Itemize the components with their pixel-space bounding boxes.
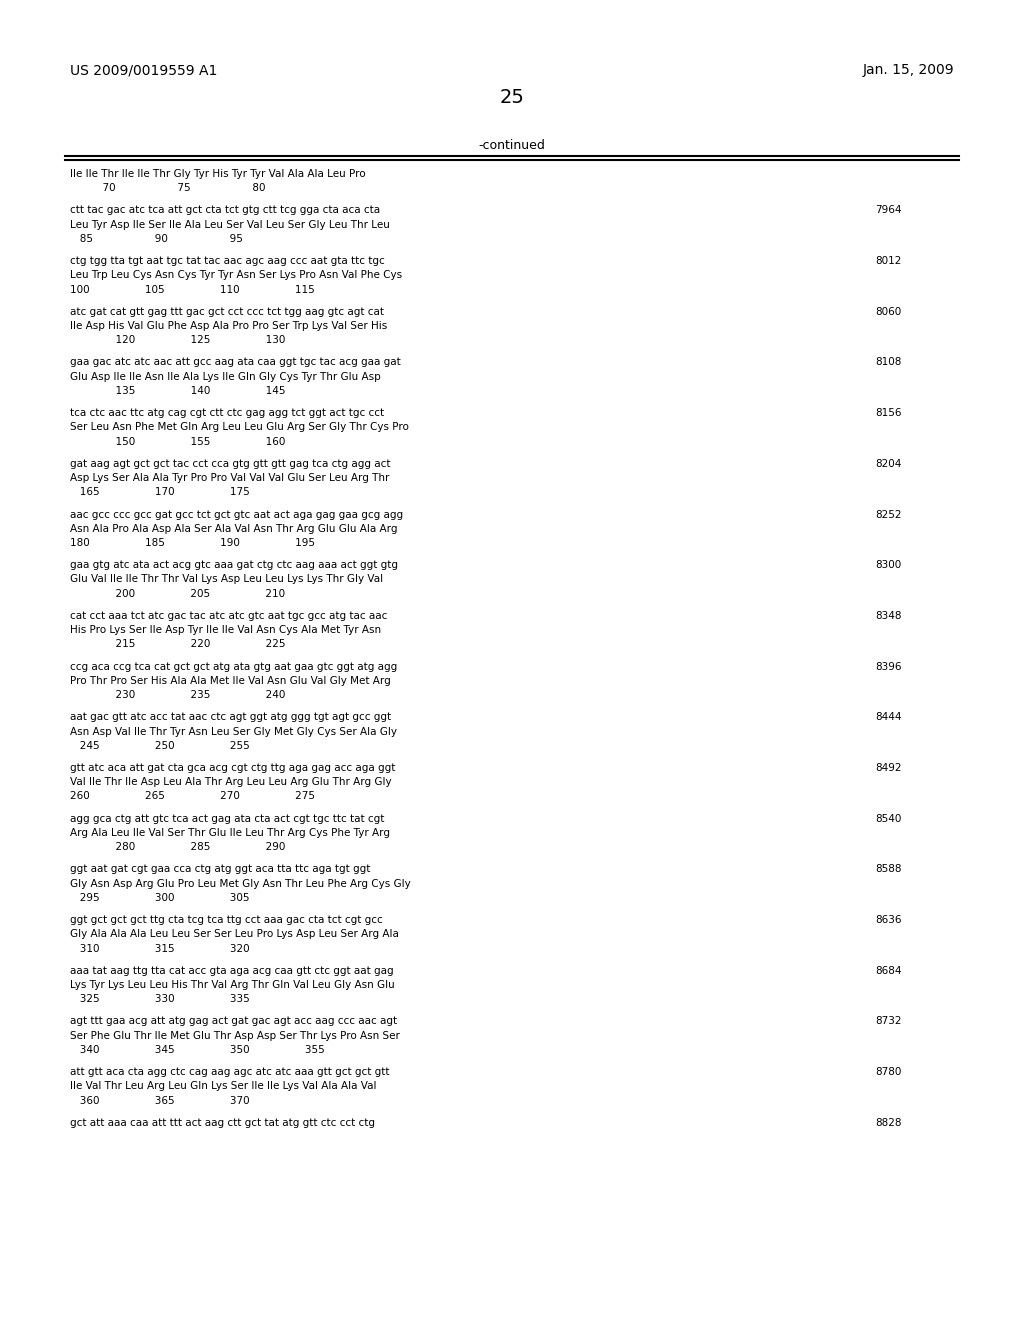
- Text: 8204: 8204: [876, 459, 902, 469]
- Text: Val Ile Thr Ile Asp Leu Ala Thr Arg Leu Leu Arg Glu Thr Arg Gly: Val Ile Thr Ile Asp Leu Ala Thr Arg Leu …: [70, 777, 391, 787]
- Text: 8348: 8348: [876, 611, 902, 620]
- Text: aaa tat aag ttg tta cat acc gta aga acg caa gtt ctc ggt aat gag: aaa tat aag ttg tta cat acc gta aga acg …: [70, 966, 393, 975]
- Text: Ile Val Thr Leu Arg Leu Gln Lys Ser Ile Ile Lys Val Ala Ala Val: Ile Val Thr Leu Arg Leu Gln Lys Ser Ile …: [70, 1081, 376, 1092]
- Text: agg gca ctg att gtc tca act gag ata cta act cgt tgc ttc tat cgt: agg gca ctg att gtc tca act gag ata cta …: [70, 813, 384, 824]
- Text: cat cct aaa tct atc gac tac atc atc gtc aat tgc gcc atg tac aac: cat cct aaa tct atc gac tac atc atc gtc …: [70, 611, 387, 620]
- Text: 340                 345                 350                 355: 340 345 350 355: [70, 1045, 325, 1055]
- Text: tca ctc aac ttc atg cag cgt ctt ctc gag agg tct ggt act tgc cct: tca ctc aac ttc atg cag cgt ctt ctc gag …: [70, 408, 384, 418]
- Text: 150                 155                 160: 150 155 160: [70, 437, 285, 446]
- Text: 8780: 8780: [876, 1067, 902, 1077]
- Text: Jan. 15, 2009: Jan. 15, 2009: [863, 63, 954, 78]
- Text: 8684: 8684: [876, 966, 902, 975]
- Text: 165                 170                 175: 165 170 175: [70, 487, 250, 498]
- Text: Lys Tyr Lys Leu Leu His Thr Val Arg Thr Gln Val Leu Gly Asn Glu: Lys Tyr Lys Leu Leu His Thr Val Arg Thr …: [70, 979, 394, 990]
- Text: Asp Lys Ser Ala Ala Tyr Pro Pro Val Val Val Glu Ser Leu Arg Thr: Asp Lys Ser Ala Ala Tyr Pro Pro Val Val …: [70, 473, 389, 483]
- Text: 8300: 8300: [876, 560, 902, 570]
- Text: 215                 220                 225: 215 220 225: [70, 639, 285, 649]
- Text: Leu Tyr Asp Ile Ser Ile Ala Leu Ser Val Leu Ser Gly Leu Thr Leu: Leu Tyr Asp Ile Ser Ile Ala Leu Ser Val …: [70, 219, 389, 230]
- Text: Gly Ala Ala Ala Leu Leu Ser Ser Leu Pro Lys Asp Leu Ser Arg Ala: Gly Ala Ala Ala Leu Leu Ser Ser Leu Pro …: [70, 929, 398, 940]
- Text: Asn Asp Val Ile Thr Tyr Asn Leu Ser Gly Met Gly Cys Ser Ala Gly: Asn Asp Val Ile Thr Tyr Asn Leu Ser Gly …: [70, 726, 396, 737]
- Text: ctg tgg tta tgt aat tgc tat tac aac agc aag ccc aat gta ttc tgc: ctg tgg tta tgt aat tgc tat tac aac agc …: [70, 256, 384, 267]
- Text: 7964: 7964: [876, 206, 902, 215]
- Text: gaa gac atc atc aac att gcc aag ata caa ggt tgc tac acg gaa gat: gaa gac atc atc aac att gcc aag ata caa …: [70, 358, 400, 367]
- Text: 8588: 8588: [876, 865, 902, 874]
- Text: Arg Ala Leu Ile Val Ser Thr Glu Ile Leu Thr Arg Cys Phe Tyr Arg: Arg Ala Leu Ile Val Ser Thr Glu Ile Leu …: [70, 828, 389, 838]
- Text: att gtt aca cta agg ctc cag aag agc atc atc aaa gtt gct gct gtt: att gtt aca cta agg ctc cag aag agc atc …: [70, 1067, 389, 1077]
- Text: ctt tac gac atc tca att gct cta tct gtg ctt tcg gga cta aca cta: ctt tac gac atc tca att gct cta tct gtg …: [70, 206, 380, 215]
- Text: gtt atc aca att gat cta gca acg cgt ctg ttg aga gag acc aga ggt: gtt atc aca att gat cta gca acg cgt ctg …: [70, 763, 395, 774]
- Text: 360                 365                 370: 360 365 370: [70, 1096, 249, 1106]
- Text: -continued: -continued: [478, 139, 546, 152]
- Text: gct att aaa caa att ttt act aag ctt gct tat atg gtt ctc cct ctg: gct att aaa caa att ttt act aag ctt gct …: [70, 1118, 375, 1127]
- Text: gat aag agt gct gct tac cct cca gtg gtt gtt gag tca ctg agg act: gat aag agt gct gct tac cct cca gtg gtt …: [70, 459, 390, 469]
- Text: His Pro Lys Ser Ile Asp Tyr Ile Ile Val Asn Cys Ala Met Tyr Asn: His Pro Lys Ser Ile Asp Tyr Ile Ile Val …: [70, 626, 381, 635]
- Text: 200                 205                 210: 200 205 210: [70, 589, 285, 599]
- Text: Glu Val Ile Ile Thr Thr Val Lys Asp Leu Leu Lys Lys Thr Gly Val: Glu Val Ile Ile Thr Thr Val Lys Asp Leu …: [70, 574, 383, 585]
- Text: 85                   90                   95: 85 90 95: [70, 234, 243, 244]
- Text: 8444: 8444: [876, 713, 902, 722]
- Text: 8156: 8156: [876, 408, 902, 418]
- Text: aac gcc ccc gcc gat gcc tct gct gtc aat act aga gag gaa gcg agg: aac gcc ccc gcc gat gcc tct gct gtc aat …: [70, 510, 402, 520]
- Text: 8108: 8108: [876, 358, 902, 367]
- Text: 180                 185                 190                 195: 180 185 190 195: [70, 539, 314, 548]
- Text: 8012: 8012: [876, 256, 902, 267]
- Text: 8492: 8492: [876, 763, 902, 774]
- Text: Ile Ile Thr Ile Ile Thr Gly Tyr His Tyr Tyr Val Ala Ala Leu Pro: Ile Ile Thr Ile Ile Thr Gly Tyr His Tyr …: [70, 169, 366, 180]
- Text: atc gat cat gtt gag ttt gac gct cct ccc tct tgg aag gtc agt cat: atc gat cat gtt gag ttt gac gct cct ccc …: [70, 306, 384, 317]
- Text: 8828: 8828: [876, 1118, 902, 1127]
- Text: 260                 265                 270                 275: 260 265 270 275: [70, 792, 314, 801]
- Text: Glu Asp Ile Ile Asn Ile Ala Lys Ile Gln Gly Cys Tyr Thr Glu Asp: Glu Asp Ile Ile Asn Ile Ala Lys Ile Gln …: [70, 372, 380, 381]
- Text: 8396: 8396: [876, 661, 902, 672]
- Text: Ser Phe Glu Thr Ile Met Glu Thr Asp Asp Ser Thr Lys Pro Asn Ser: Ser Phe Glu Thr Ile Met Glu Thr Asp Asp …: [70, 1031, 399, 1040]
- Text: 8540: 8540: [876, 813, 902, 824]
- Text: 25: 25: [500, 88, 524, 107]
- Text: 295                 300                 305: 295 300 305: [70, 892, 249, 903]
- Text: Ile Asp His Val Glu Phe Asp Ala Pro Pro Ser Trp Lys Val Ser His: Ile Asp His Val Glu Phe Asp Ala Pro Pro …: [70, 321, 387, 331]
- Text: 120                 125                 130: 120 125 130: [70, 335, 285, 346]
- Text: 70                   75                   80: 70 75 80: [70, 183, 265, 193]
- Text: ggt gct gct gct ttg cta tcg tca ttg cct aaa gac cta tct cgt gcc: ggt gct gct gct ttg cta tcg tca ttg cct …: [70, 915, 382, 925]
- Text: 8732: 8732: [876, 1016, 902, 1027]
- Text: 8252: 8252: [876, 510, 902, 520]
- Text: 135                 140                 145: 135 140 145: [70, 385, 285, 396]
- Text: 230                 235                 240: 230 235 240: [70, 690, 285, 700]
- Text: ccg aca ccg tca cat gct gct atg ata gtg aat gaa gtc ggt atg agg: ccg aca ccg tca cat gct gct atg ata gtg …: [70, 661, 397, 672]
- Text: 245                 250                 255: 245 250 255: [70, 741, 250, 751]
- Text: Leu Trp Leu Cys Asn Cys Tyr Tyr Asn Ser Lys Pro Asn Val Phe Cys: Leu Trp Leu Cys Asn Cys Tyr Tyr Asn Ser …: [70, 271, 401, 280]
- Text: 8636: 8636: [876, 915, 902, 925]
- Text: 100                 105                 110                 115: 100 105 110 115: [70, 285, 314, 294]
- Text: 325                 330                 335: 325 330 335: [70, 994, 250, 1005]
- Text: ggt aat gat cgt gaa cca ctg atg ggt aca tta ttc aga tgt ggt: ggt aat gat cgt gaa cca ctg atg ggt aca …: [70, 865, 370, 874]
- Text: Asn Ala Pro Ala Asp Ala Ser Ala Val Asn Thr Arg Glu Glu Ala Arg: Asn Ala Pro Ala Asp Ala Ser Ala Val Asn …: [70, 524, 397, 533]
- Text: US 2009/0019559 A1: US 2009/0019559 A1: [70, 63, 217, 78]
- Text: aat gac gtt atc acc tat aac ctc agt ggt atg ggg tgt agt gcc ggt: aat gac gtt atc acc tat aac ctc agt ggt …: [70, 713, 391, 722]
- Text: 280                 285                 290: 280 285 290: [70, 842, 285, 853]
- Text: Pro Thr Pro Ser His Ala Ala Met Ile Val Asn Glu Val Gly Met Arg: Pro Thr Pro Ser His Ala Ala Met Ile Val …: [70, 676, 390, 686]
- Text: Ser Leu Asn Phe Met Gln Arg Leu Leu Glu Arg Ser Gly Thr Cys Pro: Ser Leu Asn Phe Met Gln Arg Leu Leu Glu …: [70, 422, 409, 433]
- Text: Gly Asn Asp Arg Glu Pro Leu Met Gly Asn Thr Leu Phe Arg Cys Gly: Gly Asn Asp Arg Glu Pro Leu Met Gly Asn …: [70, 879, 411, 888]
- Text: 8060: 8060: [876, 306, 902, 317]
- Text: agt ttt gaa acg att atg gag act gat gac agt acc aag ccc aac agt: agt ttt gaa acg att atg gag act gat gac …: [70, 1016, 396, 1027]
- Text: 310                 315                 320: 310 315 320: [70, 944, 249, 953]
- Text: gaa gtg atc ata act acg gtc aaa gat ctg ctc aag aaa act ggt gtg: gaa gtg atc ata act acg gtc aaa gat ctg …: [70, 560, 397, 570]
